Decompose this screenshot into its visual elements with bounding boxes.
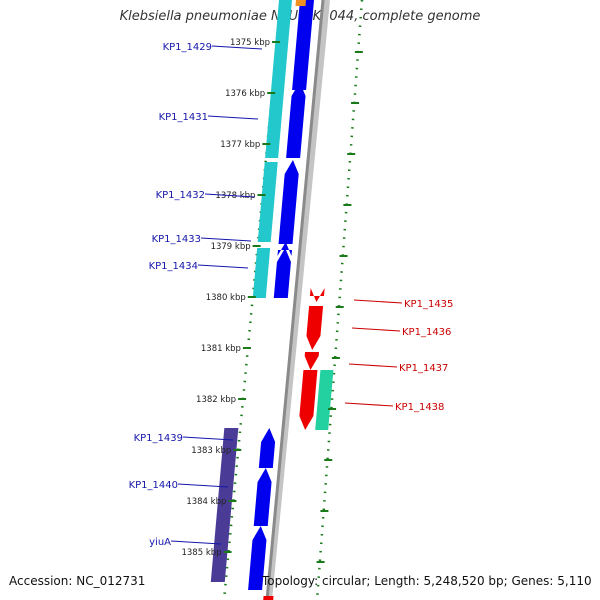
cyan-feature-2 [257,162,278,242]
leader-line [348,363,398,368]
leader-line [197,264,249,269]
leader-line [351,327,401,332]
leader-line [177,483,229,488]
gene-label-kp1-1439: KP1_1439 [134,433,183,444]
gene-label-yiua: yiuA [149,537,171,548]
gene-arrow-kp1-1436 [306,306,324,350]
gene-arrow-kp1-1431 [286,82,306,158]
accession-text: Accession: NC_012731 [9,574,146,588]
backbone-shadow [266,0,330,600]
gene-label-kp1-1434: KP1_1434 [149,261,198,272]
ruler-tick-label: 1384 kbp [186,497,226,507]
cyan-feature-1 [265,0,292,158]
gene-arrow-kp1-1440 [253,468,272,526]
gene-label-kp1-1438: KP1_1438 [395,402,444,413]
leader-line [344,402,394,407]
ruler-tick-label: 1385 kbp [181,548,221,558]
leader-line [182,436,234,441]
gene-label-kp1-1433: KP1_1433 [152,234,201,245]
orange-feature [295,0,306,6]
ruler-tick-label: 1380 kbp [206,293,246,303]
leader-line [207,115,259,120]
gene-labels: KP1_1429 KP1_1431 KP1_1432 KP1_1433 KP1_1434… [129,42,454,548]
ruler-tick-label: 1377 kbp [220,140,260,150]
gene-arrow-kp1-1434 [273,248,291,298]
bottom-red-fragment [263,596,274,600]
backbone-line [265,0,325,600]
leader-line [211,45,263,50]
ruler-tick-label: 1382 kbp [196,395,236,405]
gene-label-kp1-1431: KP1_1431 [159,112,208,123]
gene-arrow-kp1-1432 [278,160,299,244]
gene-label-kp1-1436: KP1_1436 [402,327,451,338]
gene-arrow-kp1-1439 [258,428,276,468]
gene-label-kp1-1435: KP1_1435 [404,299,453,310]
cyan-feature-3 [252,248,271,298]
ruler-tick-label: 1381 kbp [201,344,241,354]
leader-line [200,237,252,242]
ruler-tick-label: 1375 kbp [230,38,270,48]
gene-arrow-kp1-1435 [309,288,325,302]
ruler-tick-label: 1376 kbp [225,89,265,99]
leader-line [170,540,222,545]
gene-arrow-yiua [248,526,267,590]
leader-line [353,299,403,304]
gene-label-kp1-1437: KP1_1437 [399,363,448,374]
genome-summary-text: Topology: circular; Length: 5,248,520 bp… [262,574,592,588]
gene-arrow-kp1-1437 [304,352,320,370]
gene-arrow-kp1-1438 [299,370,318,430]
green-feature [315,370,334,430]
gene-arrow-kp1-1429 [292,0,314,90]
ruler-tick-label: 1383 kbp [191,446,231,456]
gene-label-kp1-1440: KP1_1440 [129,480,178,491]
gene-label-kp1-1432: KP1_1432 [156,190,205,201]
ruler-tick-label: 1379 kbp [211,242,251,252]
gene-label-kp1-1429: KP1_1429 [163,42,212,53]
leader-line [204,193,256,198]
